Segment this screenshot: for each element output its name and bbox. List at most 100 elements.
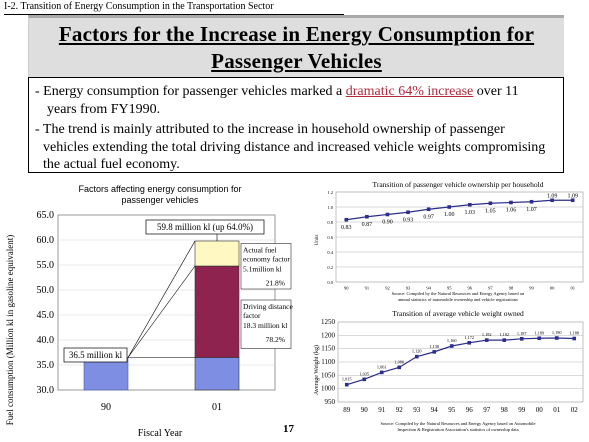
summary-bullet-1: - Energy consumption for passenger vehic… bbox=[35, 82, 519, 101]
chart1-driving-annotation-box bbox=[240, 299, 292, 349]
chart1-base-callout-box bbox=[63, 347, 128, 363]
chart1-title-line1: Factors affecting energy consumption for bbox=[79, 184, 242, 194]
chart3-point bbox=[414, 354, 419, 359]
chart2-data-label: 1.00 bbox=[444, 212, 455, 218]
chart2-xtick-label: 94 bbox=[426, 286, 431, 291]
chart3-xtick-label: 02 bbox=[571, 406, 579, 414]
chart3-point bbox=[502, 338, 507, 342]
chart3-data-label: 1,035 bbox=[359, 371, 369, 377]
chart3-data-label: 1,188 bbox=[569, 331, 579, 337]
energy-factors-chart: Factors affecting energy consumption for… bbox=[5, 184, 293, 439]
chart2-xtick-label: 00 bbox=[550, 286, 555, 291]
chart2-ytick-label: 1.2 bbox=[327, 190, 333, 195]
chart1-annotations: 59.8 million kl (up 64.0%) 36.5 million k… bbox=[63, 219, 293, 363]
chart3-ytick-label: 1050 bbox=[321, 371, 336, 379]
chart1-ytick-label: 60.0 bbox=[37, 235, 55, 246]
chart3-ytick-label: 1150 bbox=[321, 345, 335, 353]
chart3-data-label: 1,061 bbox=[377, 364, 387, 370]
chart3-xtick-label: 97 bbox=[483, 406, 491, 414]
chart3-data-label: 1,120 bbox=[412, 349, 422, 355]
chart2-ytick-label: 1.0 bbox=[327, 205, 333, 210]
chart1-ytick-label: 65.0 bbox=[37, 210, 55, 221]
chart1-ytick-label: 55.0 bbox=[37, 260, 55, 271]
chart1-driving-value: 18.3 million kl bbox=[243, 321, 287, 330]
summary-b2-line1: - The trend is mainly attributed to the … bbox=[35, 122, 505, 137]
chart1-bar-01-driving-distance bbox=[194, 265, 240, 358]
chart2-point bbox=[550, 198, 554, 203]
chart1-growth-line-2 bbox=[127, 265, 196, 358]
chart2-title: Transition of passenger vehicle ownershi… bbox=[373, 180, 544, 189]
chart2-xtick-label: 92 bbox=[385, 286, 390, 291]
chart3-point bbox=[467, 341, 472, 345]
chart1-bars: 90 01 bbox=[83, 240, 240, 413]
chart3-ytick-label: 1000 bbox=[321, 385, 336, 393]
chart3-source-2: Inspection & Registration Association's … bbox=[397, 427, 518, 432]
ownership-chart: Transition of passenger vehicle ownershi… bbox=[315, 180, 584, 302]
chart2-data-label: 1.06 bbox=[506, 208, 517, 214]
chart2-data-label: 0.83 bbox=[341, 225, 352, 231]
chart3-xtick-label: 01 bbox=[553, 406, 561, 414]
section-rule bbox=[4, 14, 344, 15]
chart1-fuel-label-1: Actual fuel bbox=[243, 246, 277, 255]
chart3-point bbox=[432, 350, 437, 354]
chart2-ylabel: Units bbox=[315, 235, 320, 246]
chart3-data-label: 1,189 bbox=[534, 330, 544, 336]
chart3-title: Transition of average vehicle weight own… bbox=[392, 309, 524, 318]
chart1-driving-label-1: Driving distance bbox=[243, 302, 293, 311]
chart1-title-line2: passenger vehicles bbox=[121, 195, 199, 205]
chart1-ytick-label: 50.0 bbox=[37, 285, 55, 296]
chart2-data-label: 0.97 bbox=[423, 214, 434, 220]
chart2-source-2: annual statistics of automobile ownershi… bbox=[398, 297, 518, 302]
chart3-xtick-label: 95 bbox=[448, 406, 456, 414]
chart2-xtick-label: 95 bbox=[447, 286, 452, 291]
chart1-xtick-label: 90 bbox=[101, 402, 111, 413]
chart1-fuel-pct: 21.8% bbox=[266, 279, 285, 288]
chart1-driving-pct: 78.2% bbox=[266, 335, 285, 344]
chart2-point bbox=[570, 198, 575, 203]
chart3-ylabel: Average Weight (kg) bbox=[313, 345, 320, 395]
section-label: I-2. Transition of Energy Consumption in… bbox=[4, 1, 274, 12]
chart3-ytick-label: 1100 bbox=[321, 358, 335, 366]
chart2-ytick-label: 0.4 bbox=[327, 250, 333, 255]
chart3-ytick-label: 1250 bbox=[321, 318, 336, 326]
chart3-plot: 950 1000 1050 1100 1150 1200 1250 89 90 91 92 93 94 9… bbox=[321, 318, 584, 414]
chart2-point bbox=[467, 202, 472, 207]
chart1-driving-label-2: factor bbox=[243, 311, 261, 320]
page-title-line1: Factors for the Increase in Energy Consu… bbox=[58, 22, 535, 46]
chart2-data-label: 0.93 bbox=[403, 217, 414, 223]
chart3-xtick-label: 94 bbox=[431, 406, 439, 414]
chart3-point bbox=[537, 336, 542, 341]
chart2-point bbox=[426, 207, 431, 212]
chart2-point bbox=[447, 205, 452, 209]
chart3-data-label: 1,182 bbox=[482, 332, 492, 338]
chart1-ytick-label: 40.0 bbox=[37, 335, 55, 346]
chart3-data-label: 1,190 bbox=[552, 330, 562, 336]
chart1-xtick-label: 01 bbox=[212, 402, 222, 413]
chart2-point bbox=[509, 200, 513, 205]
chart3-xtick-label: 90 bbox=[361, 406, 369, 414]
chart2-point bbox=[488, 201, 493, 206]
chart3-point bbox=[379, 370, 384, 375]
chart3-series-line bbox=[346, 337, 575, 386]
chart3-data-label: 1,138 bbox=[429, 344, 439, 350]
chart2-point bbox=[365, 214, 369, 219]
chart2-ytick-label: 0.8 bbox=[327, 220, 333, 225]
summary-b2-line2: vehicles extending the total driving dis… bbox=[43, 140, 546, 155]
chart3-data-label: 1,182 bbox=[499, 332, 509, 338]
chart3-ytick-label: 1200 bbox=[321, 331, 336, 339]
chart2-data-label: 1.09 bbox=[547, 193, 558, 199]
summary-box: - Energy consumption for passenger vehic… bbox=[28, 77, 564, 173]
chart2-ytick-label: 0.2 bbox=[327, 265, 333, 270]
chart2-source-1: Source: Compiled by the Natural Resource… bbox=[392, 291, 525, 296]
chart2-point bbox=[529, 199, 534, 204]
chart3-point bbox=[362, 377, 367, 382]
chart2-xtick-label: 96 bbox=[468, 286, 473, 291]
chart2-xtick-label: 97 bbox=[488, 286, 493, 291]
chart3-xtick-label: 98 bbox=[501, 406, 509, 414]
chart3-point bbox=[519, 337, 524, 341]
chart3-point bbox=[344, 382, 349, 387]
chart1-xlabel: Fiscal Year bbox=[138, 428, 183, 439]
summary-b1-post: over 11 bbox=[473, 84, 519, 99]
chart1-ytick-label: 45.0 bbox=[37, 310, 55, 321]
chart1-bar-90 bbox=[83, 357, 129, 391]
